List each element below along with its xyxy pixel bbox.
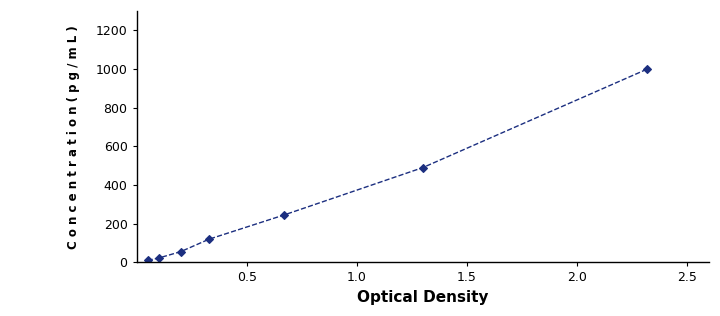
X-axis label: Optical Density: Optical Density bbox=[357, 290, 488, 305]
Text: C o n c e n t r a t i o n ( p g / m L ): C o n c e n t r a t i o n ( p g / m L ) bbox=[67, 25, 80, 249]
